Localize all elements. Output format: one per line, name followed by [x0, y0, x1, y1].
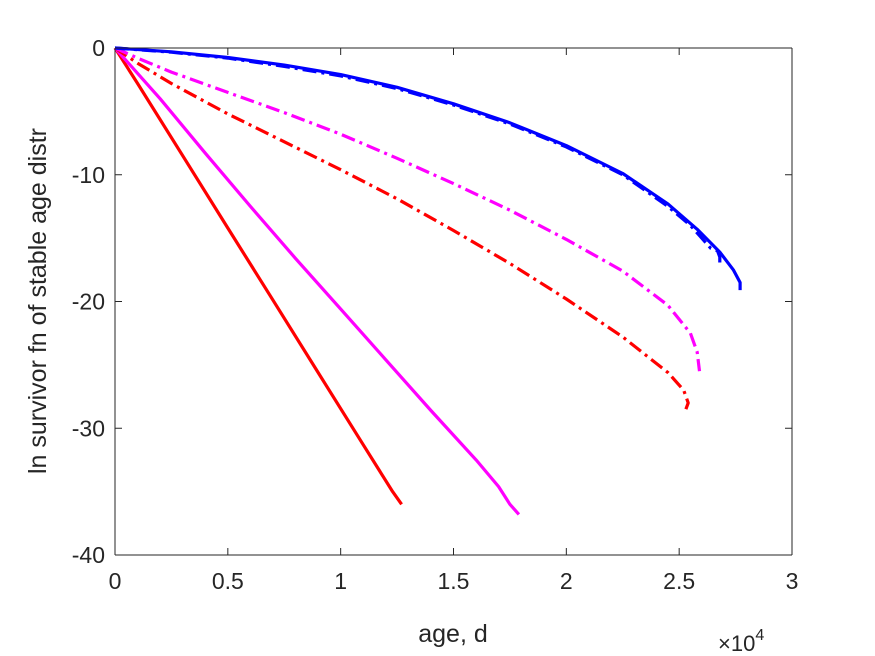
y-tick-label: 0	[92, 35, 105, 61]
x-tick-label: 0	[109, 568, 122, 594]
y-tick-label: -30	[72, 415, 105, 441]
y-tick-label: -10	[72, 162, 105, 188]
x-tick-label: 2	[560, 568, 573, 594]
x-axis-multiplier-base: ×10	[718, 631, 755, 656]
series-line-3	[114, 46, 690, 410]
series-layer	[113, 46, 742, 516]
x-tick-label: 2.5	[663, 568, 695, 594]
y-tick-label: -20	[72, 289, 105, 315]
y-tick-label: -40	[72, 542, 105, 568]
x-axis-label: age, d	[418, 620, 488, 648]
plot-area-background	[115, 48, 792, 555]
series-line-6	[114, 46, 722, 265]
tick-label-layer: 0 0.5 1 1.5 2 2.5 3 0 -10 -20 -30 -40	[72, 35, 799, 594]
x-axis-multiplier: ×104	[718, 627, 764, 656]
x-tick-label: 1	[334, 568, 347, 594]
x-axis-multiplier-exponent: 4	[755, 627, 764, 644]
x-tick-label: 3	[786, 568, 799, 594]
x-tick-label: 0.5	[212, 568, 244, 594]
axes-layer	[114, 47, 793, 556]
y-axis-label: ln survivor fn of stable age distr	[24, 128, 52, 474]
series-line-1	[113, 47, 403, 506]
series-line-2	[113, 46, 521, 516]
series-line-4	[114, 46, 702, 372]
x-tick-label: 1.5	[438, 568, 470, 594]
